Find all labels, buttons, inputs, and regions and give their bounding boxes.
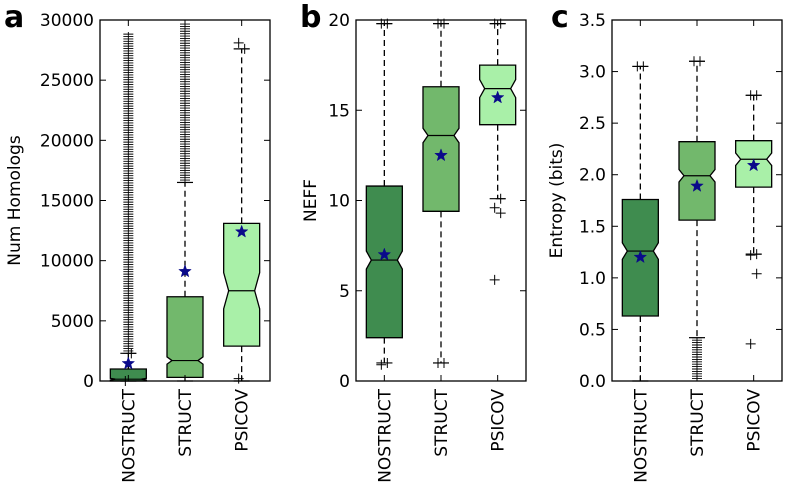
outlier-point (233, 37, 244, 48)
y-tick-label: 25000 (40, 71, 94, 91)
outlier-point (239, 43, 250, 54)
mean-star (490, 90, 505, 104)
box-nostruct (365, 18, 403, 370)
outlier-point (439, 357, 449, 368)
outlier-point (745, 338, 756, 349)
outlier-band (180, 23, 190, 183)
y-tick-label: 1.0 (579, 269, 606, 289)
y-tick-label: 3.0 (579, 63, 606, 83)
outlier-point (376, 359, 387, 370)
y-tick-label: 20 (328, 11, 350, 31)
y-tick-label: 2.0 (579, 166, 606, 186)
y-tick-label: 0.5 (579, 320, 606, 340)
x-tick-label: NOSTRUCT (631, 388, 651, 482)
outlier-point (489, 202, 500, 213)
y-tick-label: 15 (328, 101, 350, 121)
mean-star (377, 247, 392, 261)
outlier-point (382, 357, 393, 368)
panel-label: b (300, 0, 321, 35)
outlier-point (751, 249, 762, 260)
y-tick-label: 1.5 (579, 217, 606, 237)
x-tick-label: STRUCT (176, 388, 196, 456)
box-struct (166, 23, 204, 382)
mean-star (178, 264, 192, 278)
y-tick-label: 15000 (40, 192, 94, 212)
mean-star (746, 158, 761, 172)
notched-box (223, 222, 261, 347)
mean-star (434, 148, 448, 162)
panel-a: 0 5000 10000 15000 20000 25000 30000 NOSTRUCT ST… (4, 0, 271, 483)
panel-b: 0 5 10 15 20 NOSTRUCT STRUCT PSICOV NEFF b (300, 0, 527, 483)
y-tick-label: 0 (339, 372, 350, 392)
mean-star (633, 250, 648, 264)
y-tick-label: 5000 (51, 312, 94, 332)
box-psicov (223, 37, 261, 384)
outlier-point (495, 208, 506, 219)
outlier-band (692, 337, 702, 382)
box-psicov (735, 90, 773, 349)
y-tick-label: 0.0 (579, 372, 606, 392)
y-tick-label: 10000 (40, 252, 94, 272)
box-psicov (479, 18, 517, 285)
y-tick-label: 20000 (40, 131, 94, 151)
y-tick-label: 3.5 (579, 11, 606, 31)
x-tick-label: NOSTRUCT (375, 388, 395, 482)
y-tick-label: 5 (339, 282, 350, 302)
outlier-point (126, 348, 137, 359)
box-nostruct (621, 61, 659, 382)
notched-box (365, 185, 403, 339)
x-tick-label: STRUCT (688, 388, 708, 456)
box-struct (422, 18, 460, 368)
outlier-point (495, 193, 506, 204)
y-axis-label: Num Homologs (5, 135, 25, 266)
y-axis-label: Entropy (bits) (547, 143, 567, 259)
mean-star (234, 224, 249, 238)
y-axis-label: NEFF (301, 179, 321, 222)
outlier-point (751, 90, 762, 101)
y-tick-label: 30000 (40, 11, 94, 31)
box-struct (678, 56, 716, 382)
y-tick-label: 0 (83, 372, 94, 392)
outlier-point (751, 268, 762, 279)
x-tick-label: NOSTRUCT (119, 388, 139, 482)
outlier-point (489, 274, 500, 285)
x-tick-label: PSICOV (745, 389, 765, 452)
panel-c: 0.0 0.5 1.0 1.5 2.0 2.5 3.0 3.5 NOSTRUCT STRUCT PS… (547, 0, 783, 483)
mean-star (121, 356, 136, 370)
outlier-point (695, 56, 705, 67)
outlier-point (638, 61, 649, 72)
y-tick-label: 2.5 (579, 114, 606, 134)
y-tick-label: 10 (328, 192, 350, 212)
mean-star (690, 178, 704, 192)
x-tick-label: PSICOV (233, 389, 253, 452)
panel-label: c (551, 0, 569, 35)
outlier-point (745, 250, 756, 261)
panel-label: a (4, 0, 24, 35)
box-nostruct (109, 32, 147, 386)
x-tick-label: STRUCT (432, 388, 452, 456)
outlier-band (123, 32, 134, 354)
notched-box (166, 296, 204, 379)
x-tick-label: PSICOV (489, 389, 509, 452)
